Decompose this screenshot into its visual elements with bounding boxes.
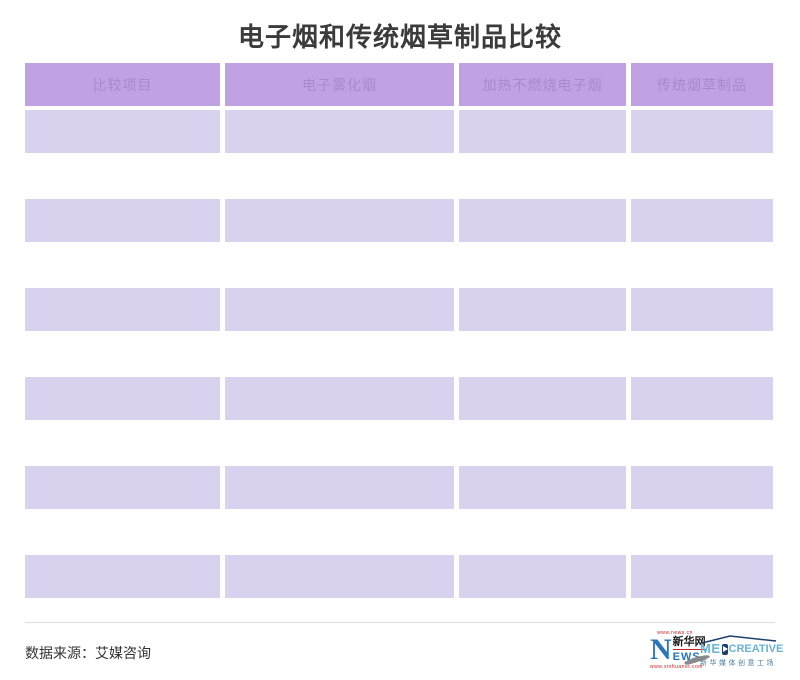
table-cell — [225, 555, 454, 598]
xinhuanet-wordmark: N 新华网 EWS — [650, 633, 710, 666]
table-row — [25, 199, 773, 242]
medcreative-creative-text: CREATIVE — [728, 643, 784, 655]
table-row — [25, 288, 773, 331]
table-cell — [225, 377, 454, 420]
xinhuanet-cn-name: 新华网 — [672, 636, 706, 650]
table-cell — [225, 288, 454, 331]
table-row — [25, 466, 773, 509]
medcreative-logo: ME CREATIVE 新华媒体创意工场 — [700, 634, 783, 672]
table-cell — [25, 199, 220, 242]
xinhuanet-n-letter: N — [650, 633, 672, 666]
table-cell — [459, 466, 626, 509]
xinhuanet-url-bottom: www.xinhuanet.com — [650, 664, 703, 670]
xinhuanet-logo: www.news.cn N 新华网 EWS www.xinhuanet.com — [650, 630, 710, 672]
table-cell — [631, 555, 773, 598]
table-cell — [631, 288, 773, 331]
table-cell — [225, 199, 454, 242]
xinhuanet-url-top: www.news.cn — [657, 630, 693, 636]
table-header-row: 比较项目 电子雾化烟 加热不燃烧电子烟 传统烟草制品 — [25, 63, 773, 106]
header-cell: 电子雾化烟 — [225, 63, 454, 106]
table-cell — [631, 377, 773, 420]
table-cell — [459, 110, 626, 153]
table-cell — [459, 288, 626, 331]
header-cell: 传统烟草制品 — [631, 63, 773, 106]
table-cell — [631, 199, 773, 242]
table-cell — [459, 555, 626, 598]
table-row — [25, 110, 773, 153]
data-source-label: 数据来源：艾媒咨询 — [25, 645, 151, 661]
table-cell — [25, 377, 220, 420]
page-title: 电子烟和传统烟草制品比较 — [237, 22, 562, 52]
medcreative-roof-icon — [701, 635, 777, 644]
table-cell — [25, 110, 220, 153]
table-cell — [25, 466, 220, 509]
table-row — [25, 555, 773, 598]
table-cell — [459, 377, 626, 420]
comparison-table: 比较项目 电子雾化烟 加热不燃烧电子烟 传统烟草制品 — [25, 63, 773, 598]
header-cell: 比较项目 — [25, 63, 220, 106]
medcreative-subtitle: 新华媒体创意工场 — [700, 660, 776, 667]
medcreative-wordmark: ME CREATIVE — [700, 641, 783, 656]
table-cell — [225, 110, 454, 153]
header-cell: 加热不燃烧电子烟 — [459, 63, 626, 106]
table-cell — [631, 110, 773, 153]
table-cell — [25, 288, 220, 331]
footer-divider — [25, 622, 775, 623]
table-row — [25, 377, 773, 420]
table-cell — [25, 555, 220, 598]
table-cell — [631, 466, 773, 509]
medcreative-play-icon — [721, 643, 728, 655]
table-cell — [225, 466, 454, 509]
medcreative-me-text: ME — [700, 641, 721, 656]
table-cell — [459, 199, 626, 242]
